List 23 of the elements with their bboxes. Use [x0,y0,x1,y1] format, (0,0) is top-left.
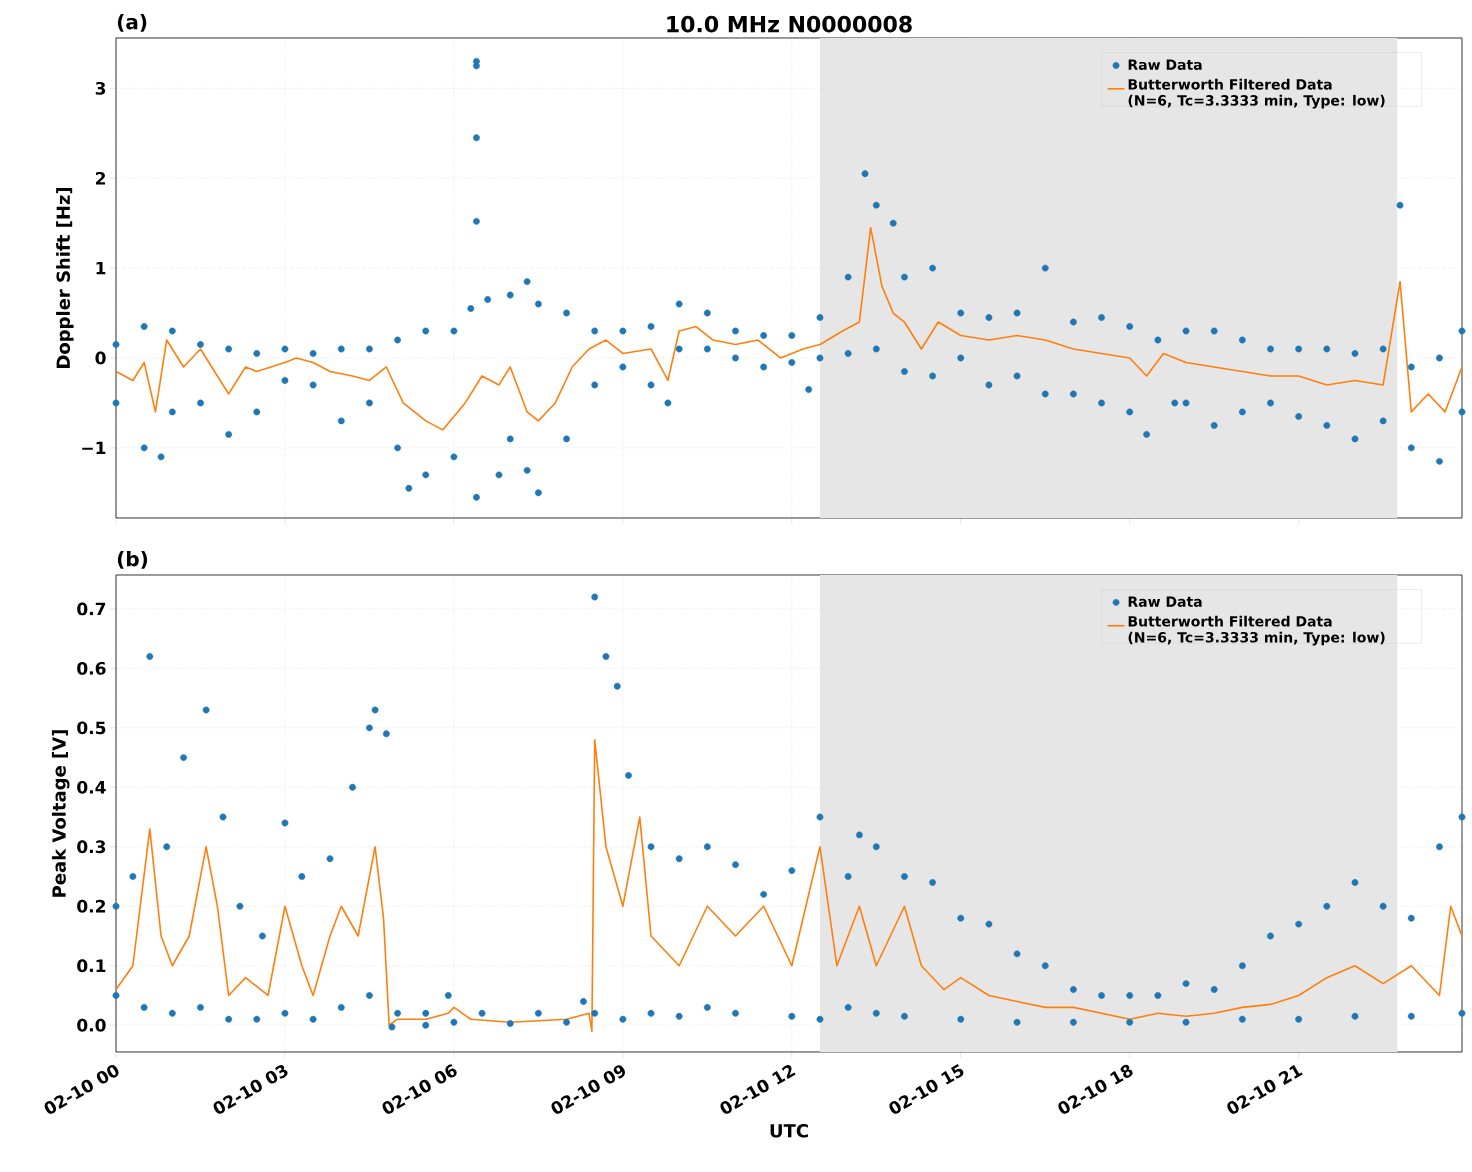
legend-label: Raw Data [1128,596,1202,607]
legend-label: Butterworth Filtered Data (N=6, Tc=3.3333 min, Type: low) [1128,78,1385,109]
y-axis-title: Doppler Shift [Hz] [56,187,74,368]
y-tick-label: 0.7 [77,602,106,616]
y-tick-label: −1 [82,441,106,455]
y-tick-label: 1 [96,261,106,275]
legend-label: Raw Data [1128,59,1202,70]
chart-title: 10.0 MHz N0000008 [667,15,912,33]
x-axis-title: UTC [770,1124,808,1138]
legend-label: Butterworth Filtered Data (N=6, Tc=3.3333 min, Type: low) [1128,615,1385,646]
y-tick-label: 0.2 [77,899,105,913]
y-tick-label: 0 [95,351,106,365]
text: (a) [117,13,147,32]
y-tick-label: 0.4 [77,780,106,794]
y-tick-label: 0.1 [77,959,106,973]
y-tick-label: 0.6 [77,661,106,675]
y-tick-label: 0.0 [77,1018,106,1032]
text: (b) [117,550,148,569]
y-tick-label: 0.3 [77,840,106,854]
y-axis-title: Peak Voltage [V] [51,730,70,897]
y-tick-label: 2 [96,171,105,185]
y-tick-label: 3 [95,81,106,95]
y-tick-label: 0.5 [77,721,106,735]
